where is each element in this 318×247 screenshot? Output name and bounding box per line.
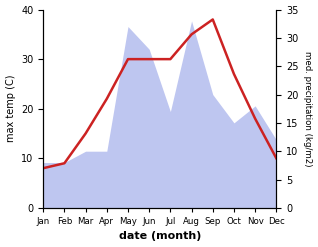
Y-axis label: max temp (C): max temp (C) [5,75,16,143]
X-axis label: date (month): date (month) [119,231,201,242]
Y-axis label: med. precipitation (kg/m2): med. precipitation (kg/m2) [303,51,313,166]
